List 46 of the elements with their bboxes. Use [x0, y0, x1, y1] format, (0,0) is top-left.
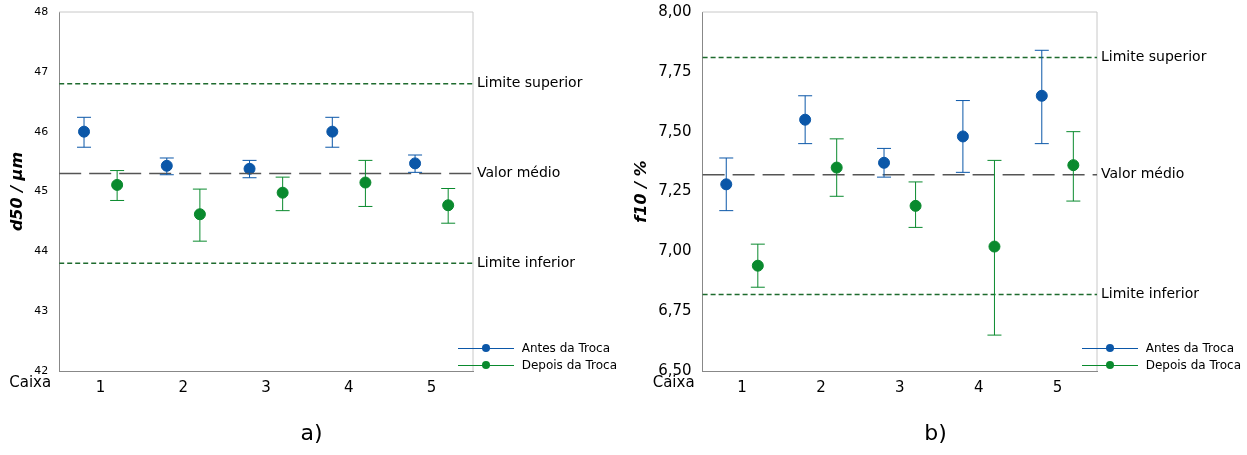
x-tick-label: 1	[737, 377, 747, 396]
x-tick-label: 4	[344, 377, 354, 396]
y-tick-label: 7,50	[658, 121, 692, 140]
y-tick-label: 7,25	[658, 181, 692, 200]
legend-label: Antes da Troca	[1145, 340, 1234, 355]
point	[276, 186, 289, 199]
legend-label: Depois da Troca	[521, 357, 617, 372]
x-tick-label: 1	[95, 377, 106, 396]
y-axis-title: d50 / μm	[6, 151, 26, 232]
text: b)	[923, 420, 948, 445]
point	[1067, 159, 1080, 172]
point	[909, 199, 922, 212]
y-tick-label: 7,75	[658, 61, 692, 80]
y-tick-label: 46	[34, 124, 49, 138]
x-tick-label: 3	[895, 377, 905, 396]
point	[988, 240, 1001, 253]
ref-line-label: Limite superior	[477, 74, 583, 91]
ref-line-label: Valor médio	[477, 164, 561, 181]
x-tick-label: 5	[426, 377, 437, 396]
y-tick-label: 47	[34, 64, 49, 78]
ref-line-label: Valor médio	[1101, 165, 1185, 182]
x-tick-label: 2	[816, 377, 826, 396]
y-tick-label: 43	[34, 304, 49, 318]
legend-label: Antes da Troca	[521, 340, 610, 355]
ref-line-label: Limite inferior	[1101, 285, 1200, 302]
text: a)	[299, 420, 324, 445]
point	[442, 199, 455, 212]
point	[1035, 89, 1048, 102]
x-tick-label: 3	[261, 377, 271, 396]
x-tick-label: 4	[973, 377, 984, 396]
y-tick-label: 7,00	[658, 241, 692, 260]
ref-line-label: Limite superior	[1101, 48, 1207, 65]
y-tick-label: 6,75	[658, 301, 692, 320]
y-tick-label: 44	[34, 244, 49, 258]
x-tick-label: 5	[1052, 377, 1063, 396]
y-axis-title: f10 / %	[630, 160, 650, 223]
point	[720, 178, 733, 191]
legend-label: Depois da Troca	[1145, 357, 1241, 372]
y-tick-label: 8,00	[658, 1, 692, 20]
point	[751, 259, 764, 272]
point	[830, 161, 843, 174]
ref-line-label: Limite inferior	[477, 253, 576, 270]
y-tick-label: 45	[34, 184, 49, 198]
y-tick-label: 48	[34, 4, 49, 18]
point	[359, 176, 372, 189]
x-tick-label: 2	[178, 377, 189, 396]
